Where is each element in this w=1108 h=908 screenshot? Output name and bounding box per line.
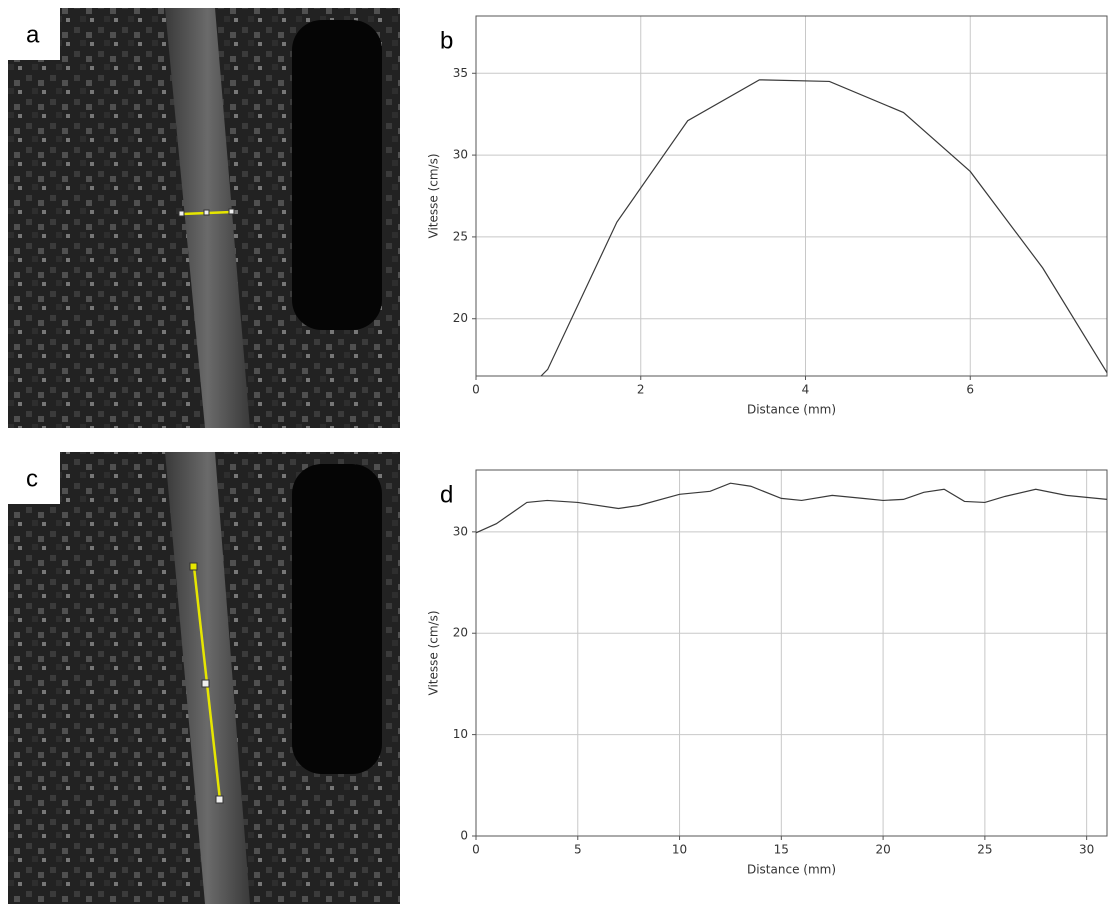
x-axis-label: Distance (mm) (747, 403, 836, 417)
x-tick-label: 0 (472, 383, 480, 397)
ultrasound-image-a (8, 8, 400, 428)
x-tick-label: 0 (472, 843, 480, 857)
y-tick-label: 30 (453, 524, 468, 538)
panel-label: c (26, 465, 38, 492)
panel-label: b (440, 27, 453, 54)
data-line (475, 482, 1108, 534)
x-tick-label: 30 (1079, 843, 1094, 857)
panel-label: d (440, 481, 453, 508)
x-tick-label: 10 (672, 843, 687, 857)
y-tick-label: 30 (453, 148, 468, 162)
x-tick-label: 4 (802, 383, 810, 397)
x-tick-label: 25 (977, 843, 992, 857)
x-tick-label: 2 (637, 383, 645, 397)
y-tick-label: 20 (453, 311, 468, 325)
x-tick-label: 5 (574, 843, 582, 857)
y-tick-label: 10 (453, 727, 468, 741)
y-tick-label: 20 (453, 626, 468, 640)
y-axis-label: Vitesse (cm/s) (427, 610, 441, 695)
plot-frame (475, 15, 1108, 377)
y-tick-label: 0 (460, 829, 468, 843)
data-line (540, 79, 1108, 377)
ultrasound-image-c (8, 452, 400, 904)
x-axis-label: Distance (mm) (747, 863, 836, 877)
y-tick-label: 35 (453, 66, 468, 80)
y-axis-label: Vitesse (cm/s) (427, 153, 441, 238)
x-tick-label: 6 (966, 383, 974, 397)
panel-label: a (26, 21, 40, 48)
y-tick-label: 25 (453, 229, 468, 243)
x-tick-label: 15 (774, 843, 789, 857)
x-tick-label: 20 (875, 843, 890, 857)
plot-frame (475, 469, 1108, 837)
